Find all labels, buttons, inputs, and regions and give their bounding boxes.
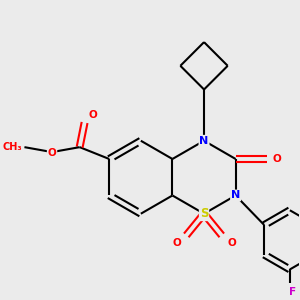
Text: O: O	[273, 154, 281, 164]
Text: O: O	[172, 238, 181, 248]
Text: O: O	[48, 148, 56, 158]
Text: F: F	[289, 287, 296, 297]
Text: O: O	[227, 238, 236, 248]
Text: S: S	[200, 207, 208, 220]
Text: CH₃: CH₃	[3, 142, 22, 152]
Text: N: N	[231, 190, 240, 200]
Text: O: O	[88, 110, 97, 120]
Text: N: N	[200, 136, 209, 146]
